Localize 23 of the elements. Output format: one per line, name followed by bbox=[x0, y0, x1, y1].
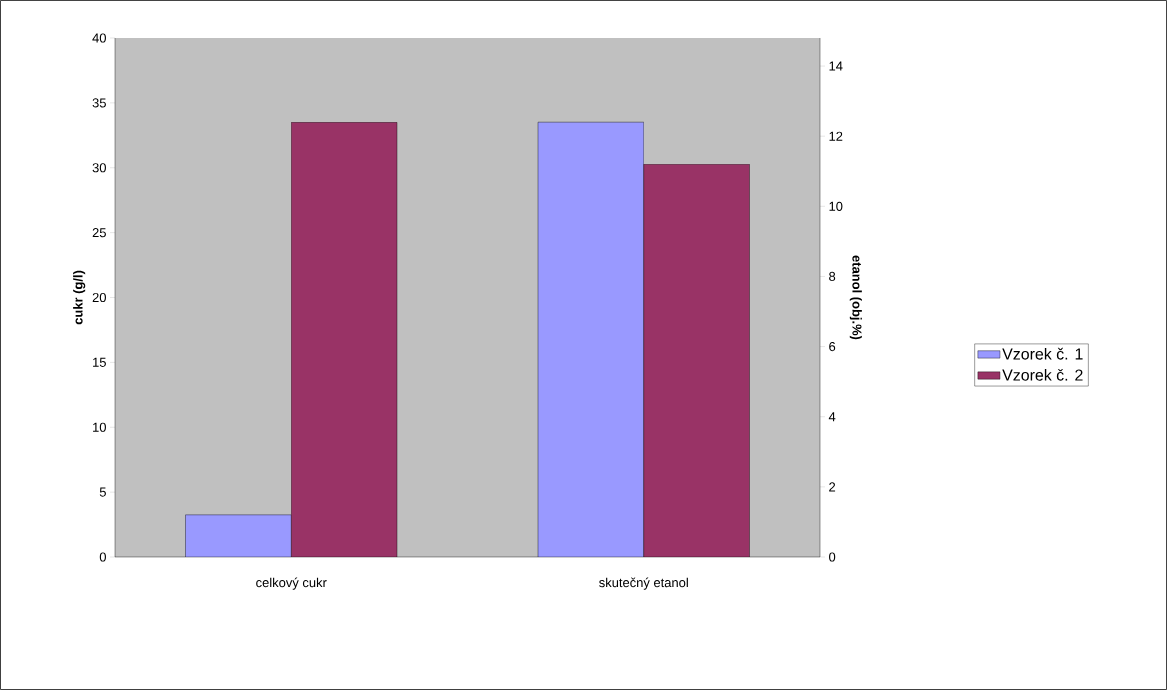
y-tick-label: 0 bbox=[99, 552, 106, 562]
y2-tick-label: 4 bbox=[828, 412, 836, 422]
y-tick-label: 20 bbox=[92, 292, 106, 303]
y2-tick-label: 10 bbox=[829, 201, 843, 211]
x-tick-label: skutečný etanol bbox=[599, 577, 688, 590]
x-tick-label: celkový cukr bbox=[256, 577, 327, 590]
y-tick-label: 35 bbox=[92, 98, 106, 108]
y-tick-label: 40 bbox=[92, 33, 106, 43]
y-tick-label: 30 bbox=[92, 163, 106, 173]
y2-axis-title: etanol (obj.%) bbox=[849, 255, 862, 340]
y-tick-label: 10 bbox=[93, 422, 106, 432]
y2-tick-label: 6 bbox=[829, 342, 836, 352]
y-tick-label: 15 bbox=[93, 357, 106, 367]
y-tick-label: 25 bbox=[92, 228, 106, 238]
y-axis-title: cukr (g/l) bbox=[73, 270, 86, 325]
y2-tick-label: 14 bbox=[829, 61, 843, 71]
y2-tick-label: 0 bbox=[829, 552, 836, 562]
legend-label: Vzorek č. 1 bbox=[1002, 347, 1083, 360]
legend-label: Vzorek č. 2 bbox=[1002, 368, 1083, 381]
y-tick-label: 5 bbox=[99, 487, 106, 497]
y2-tick-label: 2 bbox=[829, 482, 836, 492]
y2-tick-label: 8 bbox=[829, 271, 836, 282]
y2-tick-label: 12 bbox=[829, 131, 843, 141]
